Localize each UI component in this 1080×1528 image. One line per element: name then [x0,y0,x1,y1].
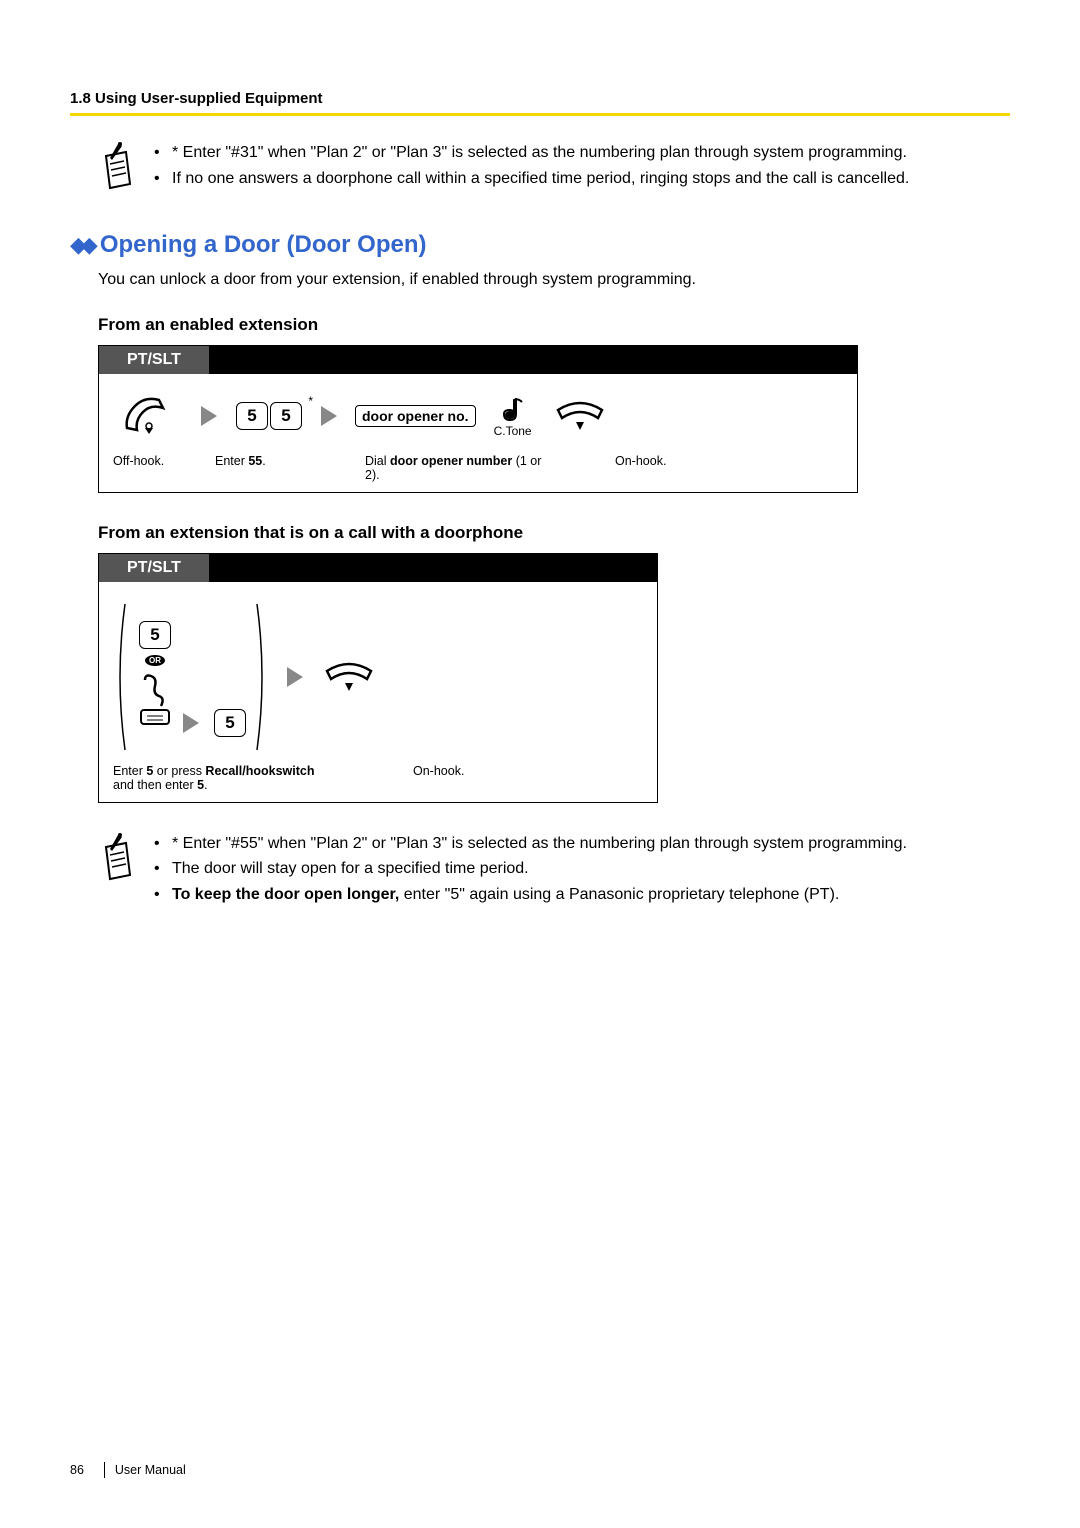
page-footer: 86 User Manual [70,1462,186,1478]
proc2-subhead: From an extension that is on a call with… [98,523,1010,543]
footer-divider [104,1462,105,1478]
cap-onhook: On-hook. [555,454,695,482]
note-block-bottom: * Enter "#55" when "Plan 2" or "Plan 3" … [98,833,1010,910]
option-group: 5 OR 5 [113,602,269,752]
cap-recall: Enter 5 or press Recall/hookswitch and t… [113,764,413,792]
proc1-box: PT/SLT 5 5 * [98,345,858,493]
left-paren-icon [113,602,127,752]
diamond-icon: ◆◆ [70,232,92,258]
proc1-tab: PT/SLT [99,346,209,374]
note-item: The door will stay open for a specified … [154,858,907,880]
asterisk: * [308,394,313,408]
right-paren-icon [255,602,269,752]
note-list-top: * Enter "#31" when "Plan 2" or "Plan 3" … [154,142,909,193]
note-list-bottom: * Enter "#55" when "Plan 2" or "Plan 3" … [154,833,907,910]
arrow-icon [201,406,217,426]
cap-offhook: Off-hook. [113,454,215,482]
page-number: 86 [70,1463,94,1477]
proc2-tab-fill [209,554,657,582]
note-item: * Enter "#55" when "Plan 2" or "Plan 3" … [154,833,907,855]
section-title-row: ◆◆ Opening a Door (Door Open) [70,231,1010,259]
offhook-icon [113,394,183,438]
notepad-icon [98,142,138,197]
onhook-icon [550,396,610,436]
cap-enter55: Enter 55. [215,454,365,482]
onhook-icon [321,657,377,697]
section-header: 1.8 Using User-supplied Equipment [70,90,1010,107]
note-item: If no one answers a doorphone call withi… [154,168,909,190]
digit-box: 5 [270,402,302,430]
proc2-box: PT/SLT 5 OR [98,553,658,803]
section-intro: You can unlock a door from your extensio… [98,269,1010,291]
note-block-top: * Enter "#31" when "Plan 2" or "Plan 3" … [98,142,1010,197]
section-title: Opening a Door (Door Open) [100,231,427,259]
ctone-icon: C.Tone [494,394,532,438]
door-opener-box: door opener no. [355,405,476,427]
arrow-icon [183,713,199,733]
footer-label: User Manual [115,1463,186,1477]
cap-dial: Dial door opener number (1 or 2). [365,454,555,482]
arrow-icon [321,406,337,426]
note-item: To keep the door open longer, enter "5" … [154,884,907,906]
note-item: * Enter "#31" when "Plan 2" or "Plan 3" … [154,142,909,164]
cap-onhook2: On-hook. [413,764,553,792]
digit-box: 5 [236,402,268,430]
header-rule [70,113,1010,116]
arrow-icon [287,667,303,687]
proc1-tab-fill [209,346,857,374]
proc2-tab: PT/SLT [99,554,209,582]
recall-icon [133,672,177,733]
digits-55: 5 5 * [235,402,303,430]
digit-box: 5 [139,621,171,649]
digit-box: 5 [214,709,246,737]
notepad-icon [98,833,138,888]
or-pill: OR [145,655,165,666]
proc1-subhead: From an enabled extension [98,315,1010,335]
